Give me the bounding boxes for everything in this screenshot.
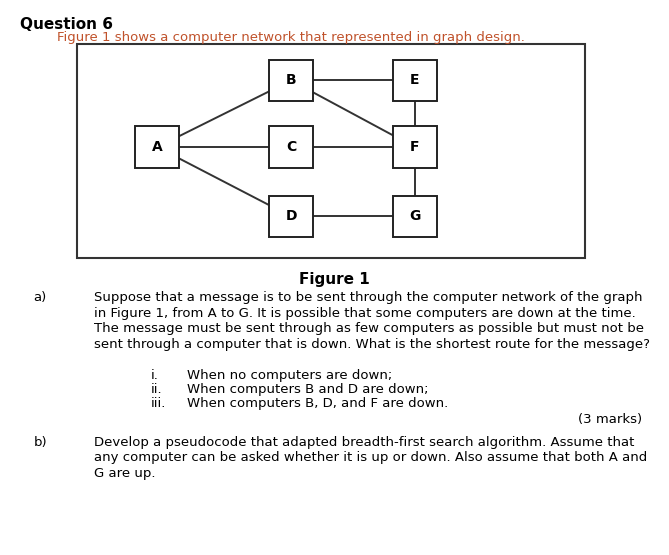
Bar [77, 44, 585, 258]
Text: iii.: iii. [151, 397, 166, 410]
Text: any computer can be asked whether it is up or down. Also assume that both A and: any computer can be asked whether it is … [94, 451, 647, 464]
FancyBboxPatch shape [135, 127, 179, 168]
Text: When computers B and D are down;: When computers B and D are down; [187, 383, 429, 396]
Text: Figure 1 shows a computer network that represented in graph design.: Figure 1 shows a computer network that r… [57, 31, 524, 43]
FancyBboxPatch shape [393, 60, 437, 101]
Text: in Figure 1, from A to G. It is possible that some computers are down at the tim: in Figure 1, from A to G. It is possible… [94, 307, 636, 320]
FancyBboxPatch shape [269, 196, 313, 238]
Text: Question 6: Question 6 [20, 17, 113, 32]
Text: sent through a computer that is down. What is the shortest route for the message: sent through a computer that is down. Wh… [94, 338, 650, 351]
Text: (3 marks): (3 marks) [578, 413, 642, 426]
Text: b): b) [33, 436, 47, 448]
Text: C: C [286, 140, 296, 154]
FancyBboxPatch shape [393, 127, 437, 168]
Text: The message must be sent through as few computers as possible but must not be: The message must be sent through as few … [94, 322, 644, 335]
Text: E: E [410, 73, 419, 88]
Text: G: G [409, 209, 421, 224]
Text: When no computers are down;: When no computers are down; [187, 369, 393, 382]
Text: a): a) [33, 291, 47, 304]
Text: A: A [152, 140, 163, 154]
FancyBboxPatch shape [269, 127, 313, 168]
Text: F: F [410, 140, 419, 154]
FancyBboxPatch shape [269, 60, 313, 101]
Text: Develop a pseudocode that adapted breadth-first search algorithm. Assume that: Develop a pseudocode that adapted breadt… [94, 436, 634, 448]
Text: i.: i. [151, 369, 159, 382]
FancyBboxPatch shape [393, 196, 437, 238]
Text: Figure 1: Figure 1 [299, 272, 370, 287]
Text: ii.: ii. [151, 383, 162, 396]
Text: G are up.: G are up. [94, 467, 155, 480]
Text: B: B [286, 73, 296, 88]
Text: Suppose that a message is to be sent through the computer network of the graph: Suppose that a message is to be sent thr… [94, 291, 642, 304]
Text: D: D [285, 209, 297, 224]
Text: When computers B, D, and F are down.: When computers B, D, and F are down. [187, 397, 449, 410]
